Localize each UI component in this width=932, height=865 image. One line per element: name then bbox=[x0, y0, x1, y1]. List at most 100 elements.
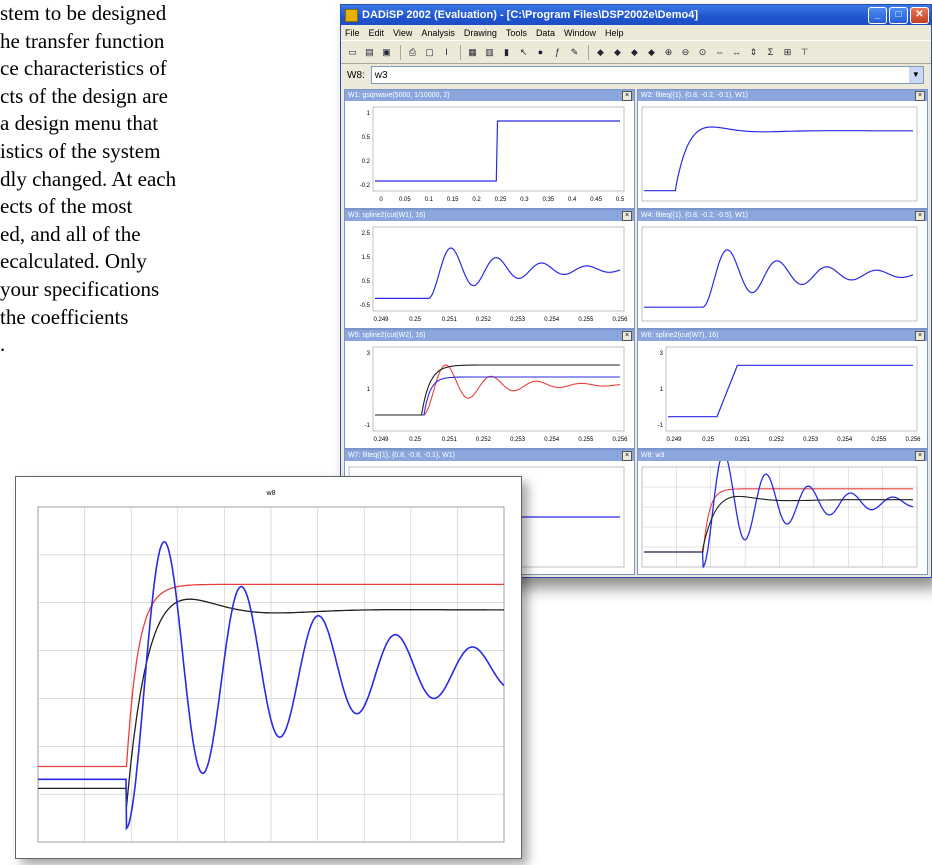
arrow-right-icon[interactable]: ◆ bbox=[614, 46, 621, 57]
arrow-down-icon[interactable]: ◆ bbox=[648, 46, 655, 57]
panel-w5[interactable]: W5: spline2(cut(W2), 16) × 3 1 -1 0.249 0.25 0.… bbox=[344, 329, 635, 449]
function-icon[interactable]: ƒ bbox=[554, 47, 560, 57]
panel-plot: 3 1 -1 0.249 0.25 0.251 0.252 0.253 0.254 0.255 0.… bbox=[365, 346, 628, 443]
y-tick-label: 3 bbox=[367, 351, 371, 357]
maximize-button[interactable]: □ bbox=[889, 6, 908, 24]
zoom-fit-icon[interactable]: ⊙ bbox=[698, 46, 707, 57]
edit-icon[interactable]: ✎ bbox=[570, 46, 579, 57]
x-tick-label: 0.05 bbox=[399, 197, 411, 203]
x-tick-label: 0.252 bbox=[769, 437, 785, 443]
panel-plot bbox=[641, 461, 918, 569]
grid-icon[interactable]: ▥ bbox=[485, 46, 494, 57]
series-line bbox=[375, 247, 621, 299]
series-line bbox=[644, 126, 913, 192]
chevron-down-icon[interactable]: ▼ bbox=[908, 67, 923, 83]
sum-icon[interactable]: Σ bbox=[767, 47, 774, 57]
x-tick-label: 0.252 bbox=[476, 317, 492, 323]
document-line: ed, and all of the bbox=[0, 221, 141, 246]
panel-title: W5: spline2(cut(W2), 16) × bbox=[345, 330, 634, 341]
x-tick-label: 0.25 bbox=[495, 197, 507, 203]
y-tick-label: 0.2 bbox=[362, 159, 371, 165]
menu-window[interactable]: Window bbox=[563, 27, 596, 38]
arrow-left-icon[interactable]: ◆ bbox=[597, 46, 604, 57]
x-tick-label: 0.15 bbox=[447, 197, 459, 203]
panel-close-icon[interactable]: × bbox=[915, 211, 925, 221]
menu-help[interactable]: Help bbox=[604, 27, 624, 38]
zoom-out-icon[interactable]: ⊖ bbox=[681, 46, 690, 57]
series-line-black bbox=[375, 364, 620, 416]
print-preview-icon[interactable]: ▢ bbox=[425, 46, 434, 57]
chart-icon[interactable]: ▮ bbox=[504, 46, 509, 57]
panel-w4[interactable]: W4: filteq({1}, {0.8, -0.2, -0.5}, W1) × bbox=[637, 209, 928, 329]
title-bar[interactable]: DADiSP 2002 (Evaluation) - [C:\Program F… bbox=[341, 5, 931, 25]
panel-title-text: W3: spline2(cut(W1), 16) bbox=[348, 212, 426, 219]
cursor-icon[interactable]: ⊤ bbox=[800, 46, 809, 57]
panel-title-text: W5: spline2(cut(W2), 16) bbox=[348, 332, 426, 339]
y-tick-label: -0.5 bbox=[360, 303, 371, 309]
panel-w6[interactable]: W6: spline2(cut(W7), 16) × 3 1 -1 0.249 0.25 0.… bbox=[637, 329, 928, 449]
window-selector-value: w3 bbox=[374, 69, 388, 81]
panel-close-icon[interactable]: × bbox=[622, 91, 632, 101]
menu-edit[interactable]: Edit bbox=[368, 27, 385, 38]
plot-frame bbox=[641, 226, 918, 322]
plot-frame bbox=[372, 226, 625, 312]
x-tick-label: 0.256 bbox=[612, 317, 628, 323]
x-tick-label: 0.251 bbox=[442, 317, 458, 323]
menu-analysis[interactable]: Analysis bbox=[421, 27, 455, 38]
expand-icon[interactable]: ↔ bbox=[732, 47, 741, 57]
menu-tools[interactable]: Tools bbox=[505, 27, 527, 38]
table-icon[interactable]: ▦ bbox=[468, 46, 477, 57]
window-title: DADiSP 2002 (Evaluation) - [C:\Program F… bbox=[362, 9, 699, 21]
series-line-blue bbox=[38, 541, 505, 831]
panel-close-icon[interactable]: × bbox=[915, 451, 925, 461]
y-tick-label: 0.5 bbox=[362, 279, 371, 285]
scroll-icon[interactable]: ⇔ bbox=[715, 47, 724, 57]
panel-close-icon[interactable]: × bbox=[915, 331, 925, 341]
window-icon[interactable]: ⊞ bbox=[783, 46, 792, 57]
document-line: ects of the most bbox=[0, 194, 133, 219]
x-tick-label: 0.2 bbox=[472, 197, 481, 203]
panel-close-icon[interactable]: × bbox=[622, 211, 632, 221]
menu-view[interactable]: View bbox=[393, 27, 413, 38]
x-tick-label: 0.3 bbox=[520, 197, 529, 203]
panel-w3[interactable]: W3: spline2(cut(W1), 16) × 2.5 1.5 0.5 -0.5 0.… bbox=[344, 209, 635, 329]
plot-frame bbox=[641, 106, 918, 202]
panel-close-icon[interactable]: × bbox=[622, 451, 632, 461]
x-tick-label: 0.255 bbox=[578, 317, 594, 323]
panel-w2[interactable]: W2: filteq({1}, {0.8, -0.2, -0.1}, W1) × bbox=[637, 89, 928, 209]
series-line-black bbox=[644, 495, 913, 553]
panel-close-icon[interactable]: × bbox=[622, 331, 632, 341]
minimize-button[interactable]: _ bbox=[868, 6, 887, 24]
italic-icon[interactable]: I bbox=[445, 47, 448, 57]
y-tick-label: -1 bbox=[365, 423, 371, 429]
panel-title: W2: filteq({1}, {0.8, -0.2, -0.1}, W1) × bbox=[638, 90, 927, 101]
menu-drawing[interactable]: Drawing bbox=[463, 27, 497, 38]
panel-title: W6: spline2(cut(W7), 16) × bbox=[638, 330, 927, 341]
x-tick-label: 0.5 bbox=[616, 197, 625, 203]
menu-bar: File Edit View Analysis Drawing Tools Data Wind… bbox=[341, 25, 931, 40]
panel-plot: 2.5 1.5 0.5 -0.5 0.249 0.25 0.251 0.252 0.253 0.2… bbox=[360, 226, 628, 323]
menu-file[interactable]: File bbox=[345, 27, 360, 38]
panel-plot: 1 0.5 0.2 -0.2 0 0.05 0.1 0.15 0.2 0.25 0.3 0.35 0.4… bbox=[360, 106, 625, 203]
x-tick-label: 0.35 bbox=[542, 197, 554, 203]
close-button[interactable]: ✕ bbox=[910, 6, 929, 24]
menu-data[interactable]: Data bbox=[535, 27, 555, 38]
series-line bbox=[644, 249, 914, 308]
plot-frame bbox=[372, 346, 625, 432]
arrow-up-icon[interactable]: ◆ bbox=[631, 46, 638, 57]
y-tick-label: -1 bbox=[658, 423, 664, 429]
panel-close-icon[interactable]: × bbox=[915, 91, 925, 101]
open-icon[interactable]: ▤ bbox=[365, 46, 374, 57]
plot-frame bbox=[665, 346, 918, 432]
print-icon[interactable]: ⎙ bbox=[408, 46, 417, 57]
x-tick-label: 0.25 bbox=[409, 437, 421, 443]
pointer-icon[interactable]: ↖ bbox=[519, 46, 528, 57]
panel-w8[interactable]: W8: w3 × bbox=[637, 449, 928, 575]
window-selector-combo[interactable]: w3 ▼ bbox=[370, 66, 924, 84]
panel-w1[interactable]: W1: gsqrwave(5000, 1/10000, 2) × 1 0.5 0.2 -0… bbox=[344, 89, 635, 209]
stop-icon[interactable]: ● bbox=[537, 47, 544, 57]
new-icon[interactable]: ▭ bbox=[348, 46, 357, 57]
save-icon[interactable]: ▣ bbox=[382, 46, 391, 57]
compress-icon[interactable]: ⇕ bbox=[749, 46, 758, 57]
zoom-in-icon[interactable]: ⊕ bbox=[664, 46, 673, 57]
